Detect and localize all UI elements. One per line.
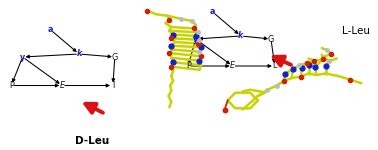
Text: G: G xyxy=(268,34,274,43)
Text: E: E xyxy=(230,61,235,70)
Text: D-Leu: D-Leu xyxy=(75,136,109,146)
Text: k: k xyxy=(76,50,82,58)
Text: G: G xyxy=(112,52,118,62)
Text: I: I xyxy=(112,81,114,90)
Text: a: a xyxy=(210,8,215,16)
Text: y: y xyxy=(193,34,198,43)
Text: P: P xyxy=(9,81,14,90)
Text: L: L xyxy=(273,61,277,70)
Text: L-Leu: L-Leu xyxy=(342,26,370,36)
Text: E: E xyxy=(60,81,65,90)
Text: P: P xyxy=(186,61,191,70)
Text: k: k xyxy=(238,32,243,40)
Text: y: y xyxy=(20,52,25,62)
Text: a: a xyxy=(48,26,54,34)
